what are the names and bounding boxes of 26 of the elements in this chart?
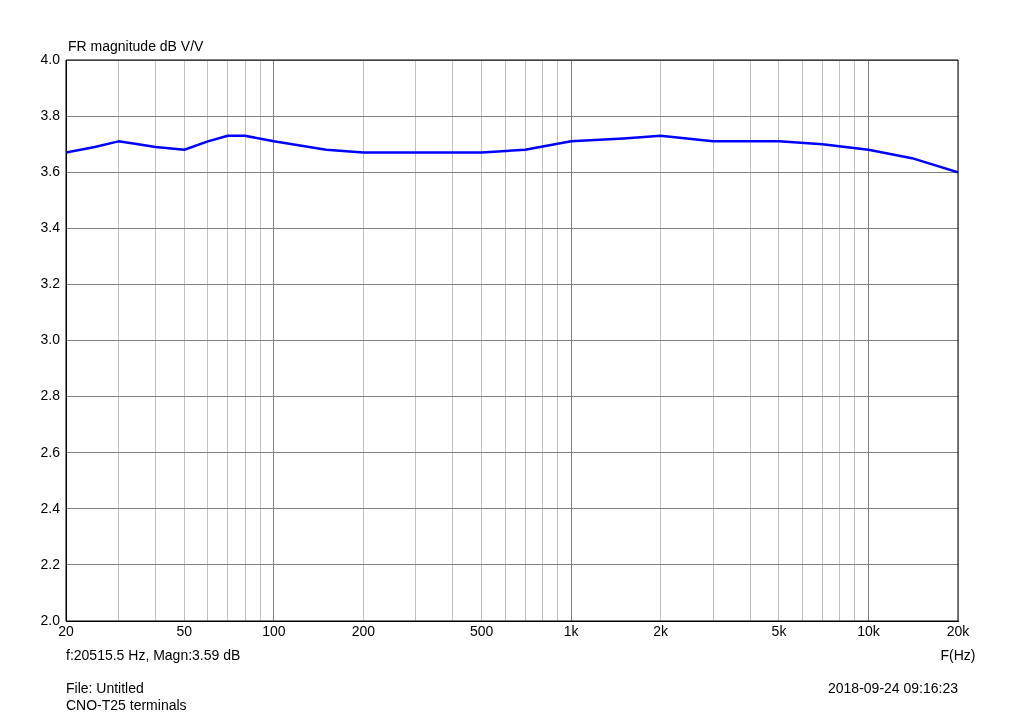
x-tick-label: 500 xyxy=(469,623,494,640)
x-tick-label: 2k xyxy=(653,623,670,640)
y-tick-label: 3.2 xyxy=(40,275,61,292)
y-tick-label: 3.4 xyxy=(40,219,61,236)
x-tick-label: 100 xyxy=(262,623,286,640)
chart-title: FR magnitude dB V/V xyxy=(68,38,204,54)
x-tick-label: 50 xyxy=(176,623,193,640)
x-tick-label: 10k xyxy=(857,623,881,640)
x-tick-label: 20 xyxy=(58,623,74,640)
text: 2018-09-24 09:16:23 xyxy=(828,680,958,696)
x-tick-label: 5k xyxy=(771,623,788,640)
x-axis-title: F(Hz) xyxy=(940,647,976,663)
y-tick-label: 4.0 xyxy=(40,50,61,67)
x-tick-label: 1k xyxy=(563,623,580,640)
y-tick-label: 2.4 xyxy=(40,499,61,516)
y-tick-label: 2.2 xyxy=(40,555,61,572)
y-tick-label: 3.8 xyxy=(40,106,61,123)
y-tick-label: 2.6 xyxy=(40,443,61,460)
y-tick-label: 3.6 xyxy=(40,163,61,180)
text: File: Untitled xyxy=(66,680,144,696)
x-tick-label: 200 xyxy=(351,623,376,640)
x-tick-label: 20k xyxy=(946,623,971,640)
y-tick-label: 2.8 xyxy=(40,387,61,404)
text: f:20515.5 Hz, Magn:3.59 dB xyxy=(66,647,241,663)
y-tick-label: 3.0 xyxy=(40,331,61,348)
text: CNO-T25 terminals xyxy=(66,697,187,713)
